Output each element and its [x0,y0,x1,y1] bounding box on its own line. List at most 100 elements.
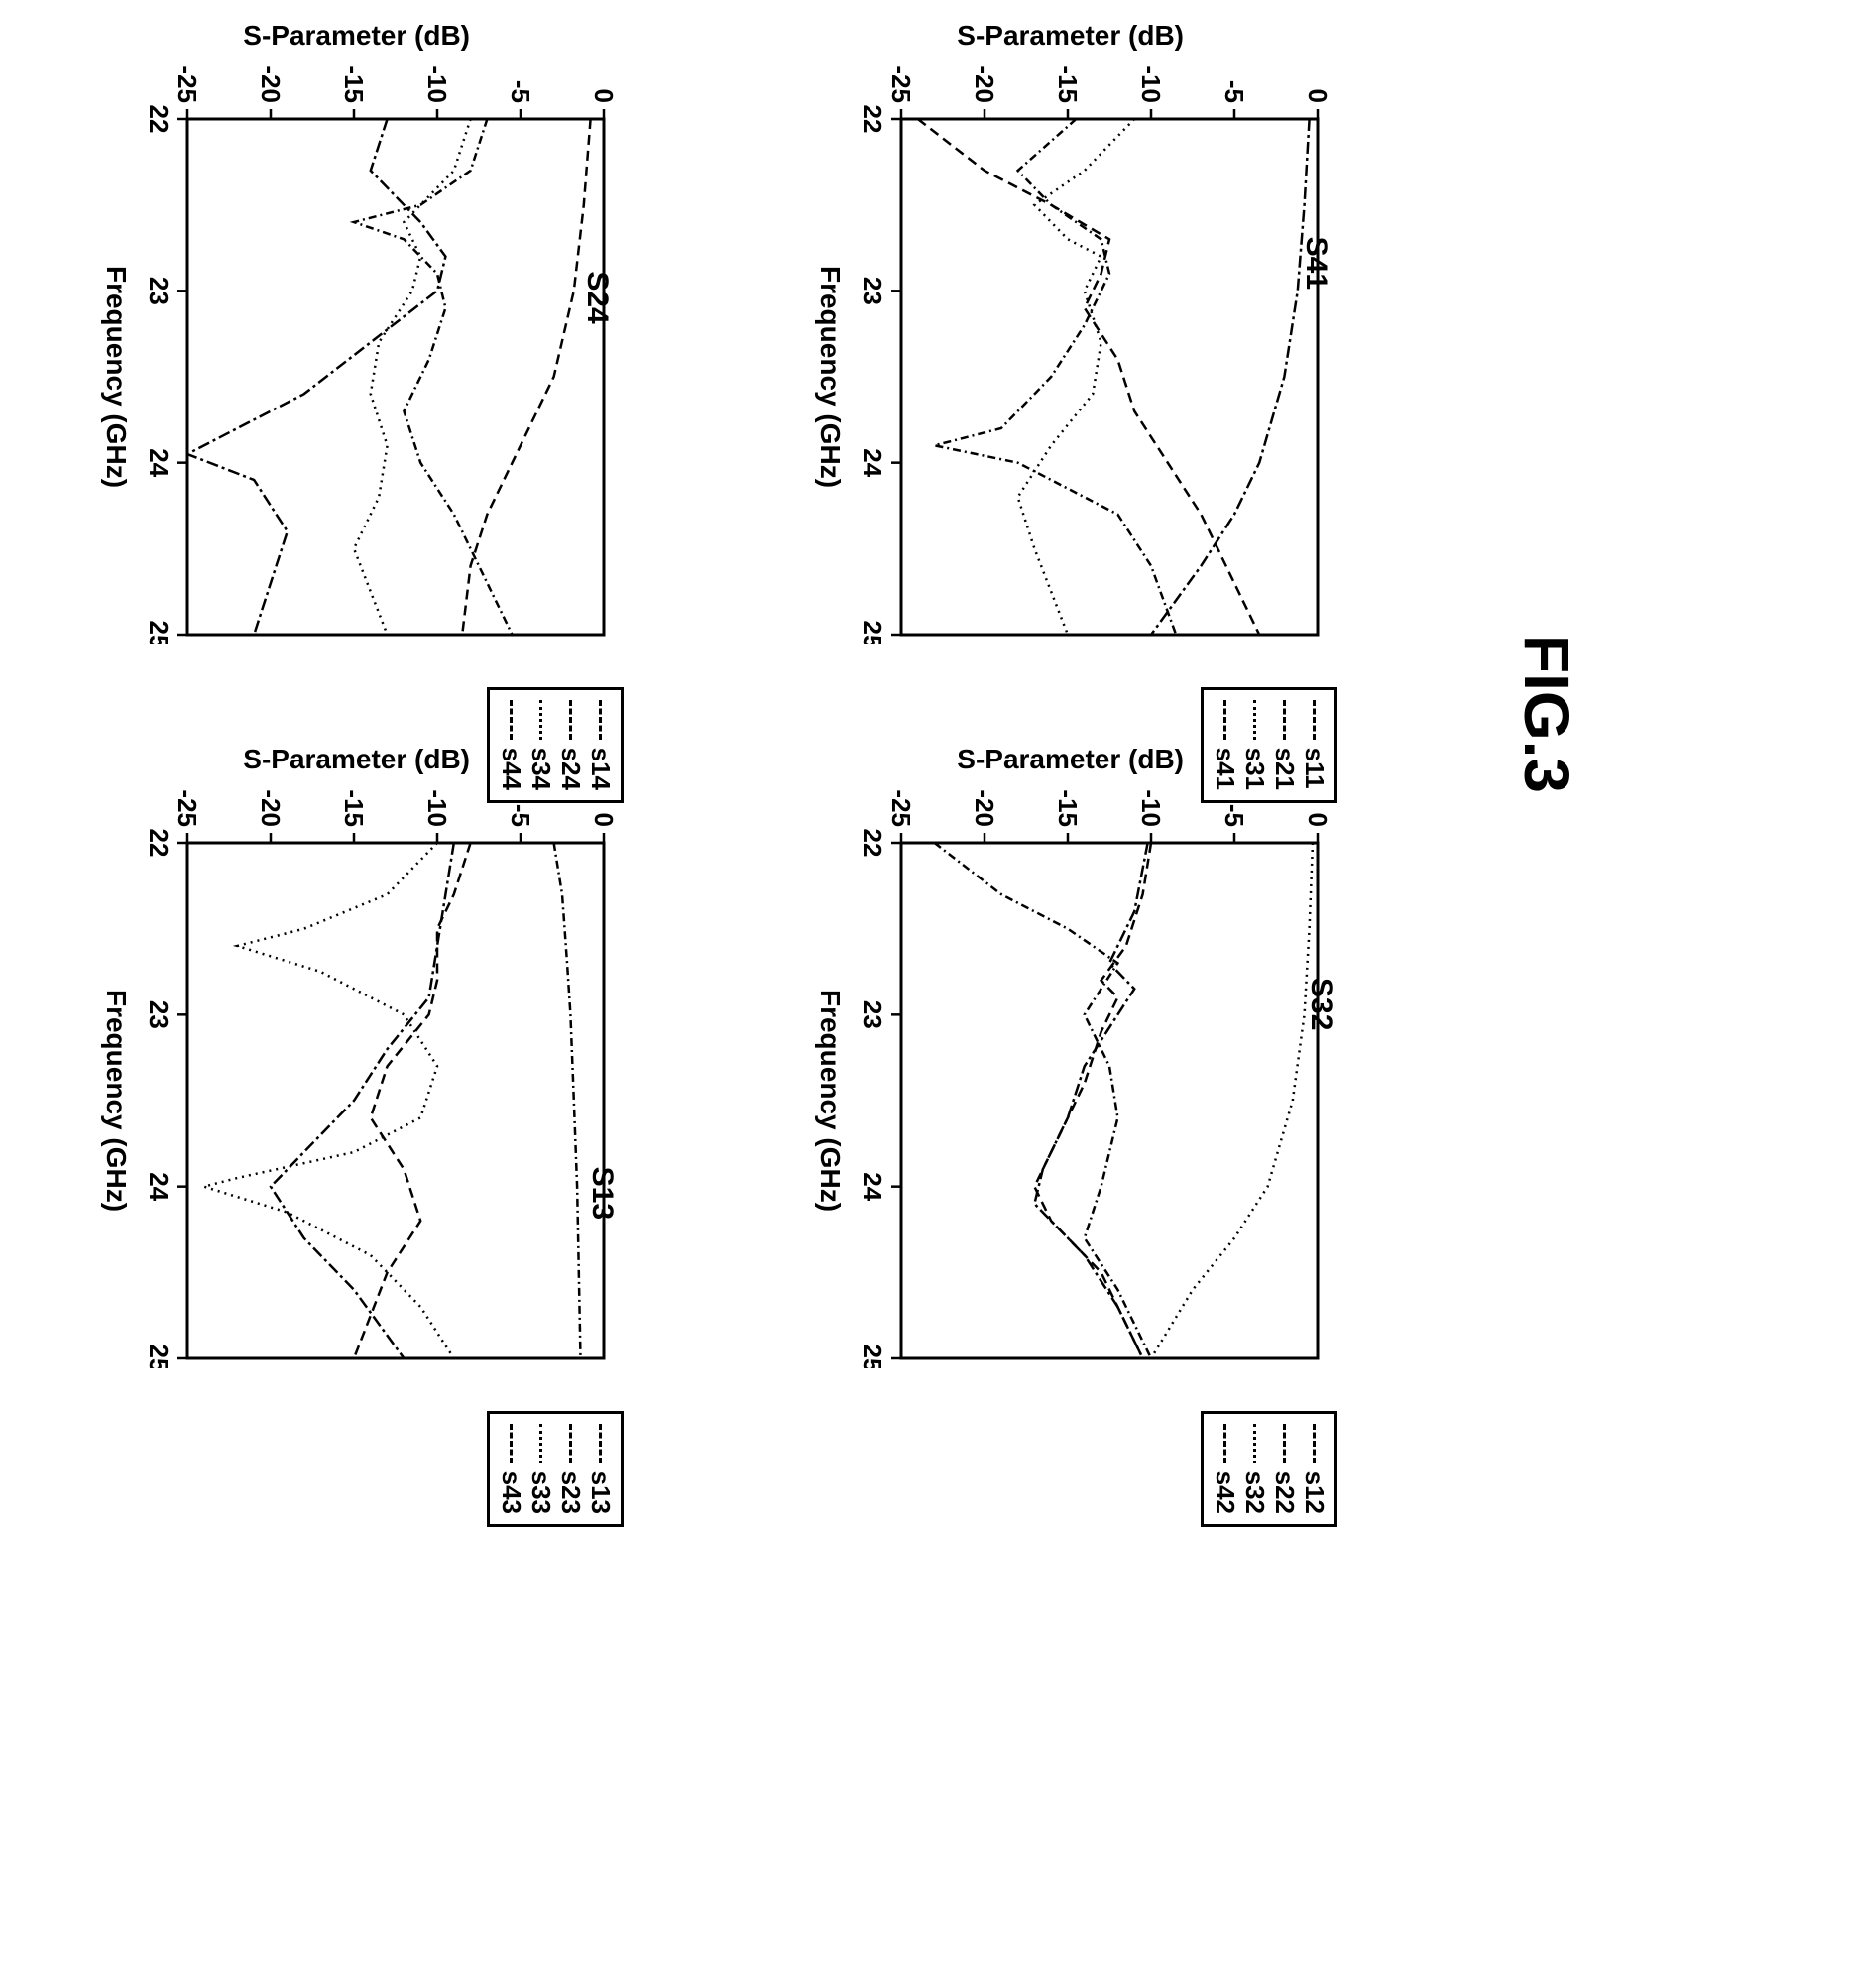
legend-swatch [539,1424,542,1463]
series-s12 [935,843,1151,1358]
legend-item: s33 [525,1424,555,1514]
legend-item: s43 [496,1424,525,1514]
curve-annotation: S24 [580,271,614,323]
legend-swatch [1223,1424,1226,1463]
legend-swatch [569,700,572,740]
svg-text:23: 23 [144,277,174,305]
y-axis-label: S-Parameter (dB) [244,20,471,52]
plot-box: 22232425-25-20-15-10-50Frequency (GHz)S3… [814,783,1328,1368]
series-s31 [1018,119,1135,635]
legend-swatch [539,700,542,740]
series-s34 [354,119,471,635]
svg-text:-20: -20 [970,65,999,103]
svg-text:0: 0 [589,89,614,103]
x-axis-label: Frequency (GHz) [814,119,846,635]
legend-label: s33 [525,1471,555,1514]
svg-text:-10: -10 [422,789,452,827]
legend-label: s43 [496,1471,525,1514]
legend-label: s22 [1269,1471,1299,1514]
legend-swatch [1253,700,1256,740]
legend-swatch [1283,1424,1286,1463]
series-s43 [271,843,454,1358]
svg-text:23: 23 [144,1000,174,1029]
chart-panel-p3: S-Parameter (dB)22232425-25-20-15-10-50F… [20,20,694,684]
chart-svg: 22232425-25-20-15-10-50 [138,59,614,644]
legend-label: s13 [585,1471,615,1514]
legend-item: s12 [1299,1424,1329,1514]
svg-text:-20: -20 [256,65,286,103]
svg-text:24: 24 [858,1172,887,1201]
legend-item: s32 [1239,1424,1269,1514]
svg-text:-25: -25 [886,65,916,103]
svg-text:-15: -15 [1053,789,1083,827]
x-axis-label: Frequency (GHz) [100,843,132,1358]
series-s33 [204,843,454,1358]
chart-svg: 22232425-25-20-15-10-50 [852,783,1328,1368]
svg-text:-15: -15 [1053,65,1083,103]
svg-text:-5: -5 [506,804,535,827]
svg-text:22: 22 [858,105,887,134]
legend-swatch [1283,700,1286,740]
series-s23 [354,843,471,1358]
series-s41 [1151,119,1310,635]
svg-text:22: 22 [144,829,174,858]
y-axis-label: S-Parameter (dB) [958,744,1185,775]
figure-caption: FIG.3 [1510,635,1583,793]
svg-text:-20: -20 [970,789,999,827]
svg-text:22: 22 [858,829,887,858]
legend-item: s22 [1269,1424,1299,1514]
legend-swatch [1223,700,1226,740]
series-s42 [1034,843,1147,1358]
x-axis-label: Frequency (GHz) [814,843,846,1358]
series-s44 [187,119,445,635]
legend-swatch [569,1424,572,1463]
svg-text:0: 0 [1303,813,1328,827]
series-s32 [1151,843,1313,1358]
svg-text:-15: -15 [339,65,369,103]
svg-text:-15: -15 [339,789,369,827]
svg-text:23: 23 [858,1000,887,1029]
legend-item: s13 [585,1424,615,1514]
series-s22 [1034,843,1151,1358]
svg-text:-25: -25 [886,789,916,827]
chart-panel-p2: S-Parameter (dB)22232425-25-20-15-10-50F… [734,744,1408,1408]
legend: s12s22s32s42 [1201,1411,1337,1527]
legend-swatch [1313,700,1316,740]
chart-svg: 22232425-25-20-15-10-50 [138,783,614,1368]
series-s11 [935,119,1177,635]
plot-box: 22232425-25-20-15-10-50Frequency (GHz)S1… [100,783,614,1368]
svg-text:-25: -25 [173,789,202,827]
series-s21 [918,119,1259,635]
svg-text:-5: -5 [1219,80,1249,103]
svg-text:-10: -10 [422,65,452,103]
curve-annotation: S13 [585,1167,619,1220]
legend-label: s12 [1299,1471,1329,1514]
curve-annotation: S41 [1299,237,1333,290]
svg-text:25: 25 [144,621,174,644]
plot-box: 22232425-25-20-15-10-50Frequency (GHz)S4… [814,59,1328,644]
svg-text:25: 25 [144,1345,174,1368]
series-s13 [554,843,581,1358]
plot-box: 22232425-25-20-15-10-50Frequency (GHz)S2… [100,59,614,644]
legend-swatch [599,1424,602,1463]
svg-text:-25: -25 [173,65,202,103]
panel-grid: S-Parameter (dB) 22 23 24 25 -25 -20 -15 -10 -5 0 F… [20,20,1408,1408]
chart-svg: 22232425-25-20-15-10-50 [852,59,1328,644]
figure-container: S-Parameter (dB) 22 23 24 25 -25 -20 -15 -10 -5 0 F… [20,20,1835,1408]
legend-label: s23 [555,1471,585,1514]
chart-panel-p4: S-Parameter (dB)22232425-25-20-15-10-50F… [20,744,694,1408]
svg-text:0: 0 [1303,89,1328,103]
legend: s13s23s33s43 [487,1411,624,1527]
svg-text:-5: -5 [1219,804,1249,827]
series-s14 [354,119,513,635]
legend-label: s32 [1239,1471,1269,1514]
svg-text:0: 0 [589,813,614,827]
svg-text:-5: -5 [506,80,535,103]
svg-text:24: 24 [144,448,174,477]
svg-text:23: 23 [858,277,887,305]
svg-text:24: 24 [858,448,887,477]
y-axis-label: S-Parameter (dB) [244,744,471,775]
svg-text:25: 25 [858,621,887,644]
svg-text:24: 24 [144,1172,174,1201]
svg-text:25: 25 [858,1345,887,1368]
